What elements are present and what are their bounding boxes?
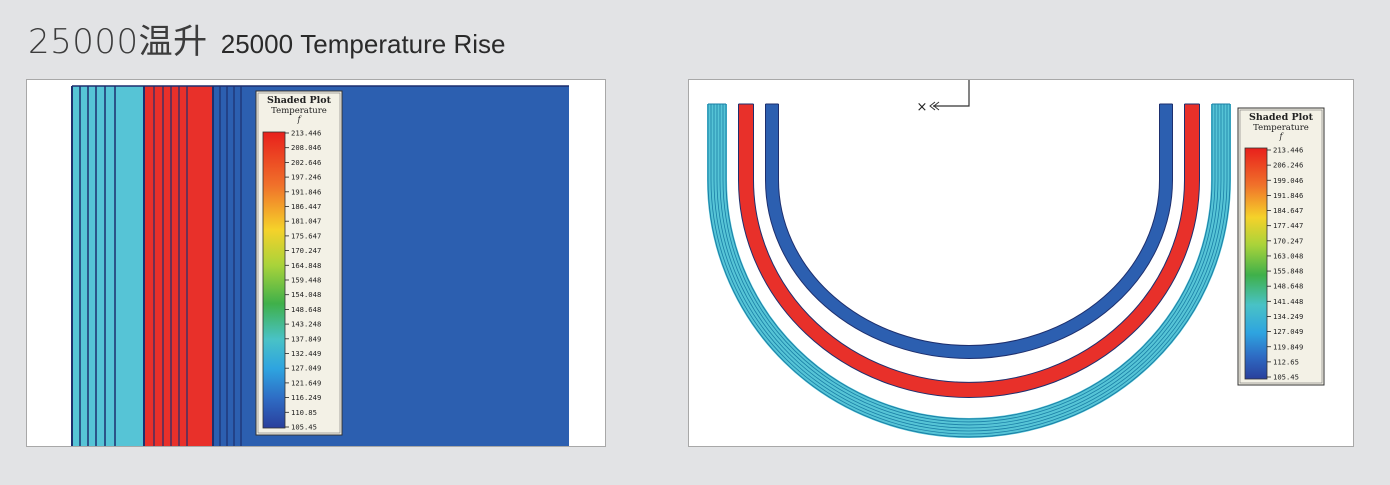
cold-band-edge: [778, 104, 1160, 346]
legend-tick-label: 186.447: [291, 202, 321, 211]
legend-ticks: 213.446 208.046 202.646 197.246 191.846 186.4…: [285, 129, 321, 432]
legend-tick-label: 127.049: [291, 364, 321, 373]
cyan-band-line: [716, 104, 1222, 429]
legend-title: Shaded Plot: [267, 95, 332, 106]
legend-tick-label: 213.446: [1273, 146, 1303, 155]
legend-tick-label: 213.446: [291, 129, 321, 138]
legend-tick-label: 119.849: [1273, 342, 1303, 351]
cold-winding: [765, 103, 1173, 359]
cyan-winding: [707, 103, 1231, 438]
cyan-band-line: [713, 104, 1225, 432]
legend-tick-label: 177.447: [1273, 221, 1303, 230]
probe-cross-icon: ×: [917, 100, 928, 115]
temperature-legend: Shaded Plot Temperature f 213.446 206.246…: [1237, 107, 1325, 386]
legend-tick-label: 134.249: [1273, 312, 1303, 321]
page-title: 25000温升 25000 Temperature Rise: [28, 14, 505, 63]
legend-tick-label: 141.448: [1273, 297, 1303, 306]
legend-tick-label: 159.448: [291, 276, 321, 285]
legend-tick-label: 154.048: [291, 290, 321, 299]
cyan-band-line: [719, 104, 1219, 426]
cold-band-fill: [765, 104, 1173, 359]
page-title-english: 25000 Temperature Rise: [220, 29, 506, 59]
legend-subtitle: Temperature: [271, 106, 327, 116]
probe-leader-line: [933, 80, 970, 107]
legend-tick-label: 112.65: [1273, 357, 1299, 366]
legend-tick-label: 116.249: [291, 393, 321, 402]
legend-tick-label: 163.048: [1273, 251, 1303, 260]
hot-band-fill: [738, 104, 1200, 398]
legend-tick-label: 121.649: [291, 378, 321, 387]
legend-tick-label: 105.45: [291, 423, 317, 432]
legend-tick-label: 170.247: [1273, 236, 1303, 245]
linear-temperature-plot: Shaded Plot Temperature f 213.446 208.046…: [71, 85, 569, 446]
legend-title: Shaded Plot: [1249, 112, 1314, 123]
cold-band-edge: [765, 104, 1173, 359]
linear-temperature-plot-panel: Shaded Plot Temperature f 213.446 208.046…: [26, 79, 606, 447]
legend-tick-label: 199.046: [1273, 176, 1303, 185]
legend-tick-label: 206.246: [1273, 161, 1303, 170]
legend-tick-label: 191.846: [1273, 191, 1303, 200]
cyan-band-line: [707, 104, 1231, 438]
legend-tick-label: 197.246: [291, 173, 321, 182]
legend-tick-label: 208.046: [291, 143, 321, 152]
legend-subtitle: Temperature: [1253, 123, 1309, 133]
legend-tick-label: 137.849: [291, 334, 321, 343]
legend-tick-label: 110.85: [291, 408, 317, 417]
legend-color-bar: [1244, 147, 1268, 380]
legend-tick-label: 181.047: [291, 217, 321, 226]
legend-tick-label: 132.449: [291, 349, 321, 358]
legend-symbol: f: [297, 115, 303, 124]
legend-tick-label: 105.45: [1273, 373, 1299, 382]
legend-tick-label: 127.049: [1273, 327, 1303, 336]
curved-temperature-plot-panel: × Shaded Plot Temperature f 213.446 206.2…: [688, 79, 1354, 447]
page-title-chinese: 25000温升: [28, 22, 208, 62]
legend-tick-label: 175.647: [291, 231, 321, 240]
legend-frame-inner: [1239, 109, 1323, 384]
legend-color-bar: [262, 131, 286, 429]
legend-tick-label: 184.647: [1273, 206, 1303, 215]
legend-tick-label: 170.247: [291, 246, 321, 255]
hot-band-edge: [738, 104, 1200, 398]
legend-tick-label: 148.648: [291, 305, 321, 314]
temperature-legend: Shaded Plot Temperature f 213.446 208.046…: [255, 90, 343, 436]
legend-symbol: f: [1279, 132, 1285, 141]
legend-tick-label: 164.848: [291, 261, 321, 270]
hot-band-edge: [753, 104, 1185, 383]
legend-tick-label: 202.646: [291, 158, 321, 167]
cyan-layer-band: [72, 86, 144, 446]
curved-temperature-plot: × Shaded Plot Temperature f 213.446 206.2…: [707, 80, 1325, 438]
probe-arrow-icon: [929, 101, 940, 111]
cyan-band-line: [725, 104, 1213, 420]
legend-tick-label: 143.248: [291, 320, 321, 329]
probe-marker: ×: [917, 80, 970, 115]
cyan-band-line: [710, 104, 1228, 435]
legend-tick-label: 155.848: [1273, 267, 1303, 276]
cyan-band-line: [722, 104, 1216, 423]
legend-tick-label: 191.846: [291, 187, 321, 196]
hot-winding: [738, 103, 1200, 398]
legend-tick-label: 148.648: [1273, 282, 1303, 291]
legend-ticks: 213.446 206.246 199.046 191.846 184.647 177.4…: [1267, 146, 1303, 382]
legend-frame-inner: [257, 92, 341, 434]
